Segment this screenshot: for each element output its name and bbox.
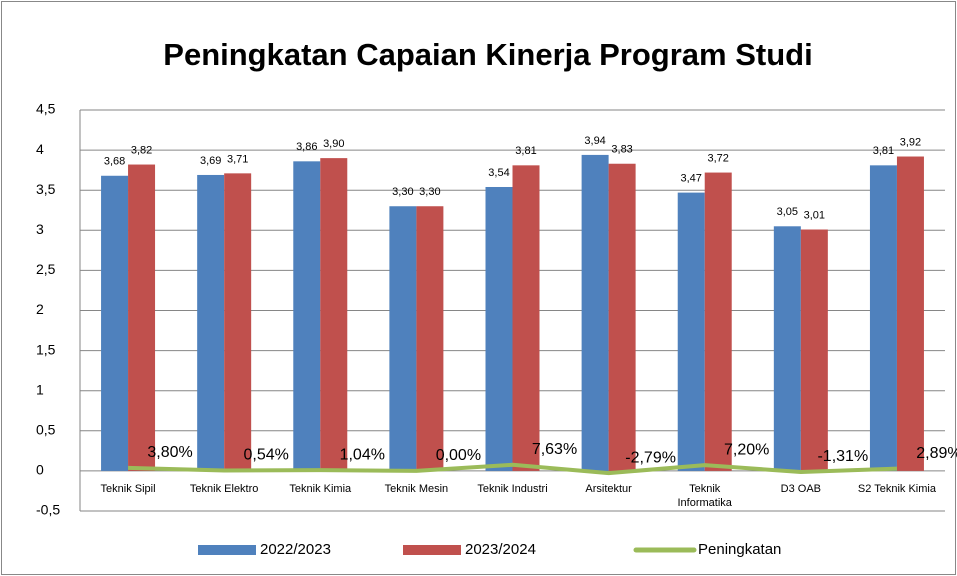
y-tick-label: 0 — [36, 462, 44, 478]
line-value-label: 1,04% — [340, 446, 385, 463]
bar-value-label: 3,47 — [681, 173, 702, 185]
bar — [608, 163, 636, 471]
x-tick-label: Teknik Informatika — [678, 483, 733, 509]
legend-label: 2023/2024 — [465, 541, 536, 558]
bar — [485, 186, 513, 471]
line — [128, 462, 898, 476]
x-tick-label: Teknik Mesin — [385, 483, 449, 495]
y-tick-label: 1,5 — [36, 341, 56, 357]
bar — [197, 174, 225, 471]
line-value-label: -1,31% — [817, 448, 868, 465]
line-value-label: 0,54% — [243, 447, 288, 464]
line-value-label: 7,63% — [532, 441, 577, 458]
bar — [677, 192, 705, 471]
bar — [389, 206, 417, 471]
x-tick-label: Arsitektur — [585, 483, 632, 495]
bar-value-label: 3,92 — [900, 136, 921, 148]
bar-value-label: 3,71 — [227, 153, 248, 165]
bar-value-label: 3,01 — [804, 209, 825, 221]
y-tick-label: 4 — [36, 141, 44, 157]
bar-value-label: 3,69 — [200, 155, 221, 167]
bar — [869, 165, 897, 471]
bar — [896, 156, 924, 471]
bar — [416, 206, 444, 471]
bar — [512, 165, 540, 471]
y-tick-label: 2 — [36, 301, 44, 317]
x-tick-label: Teknik Kimia — [289, 483, 352, 495]
line-value-label: 3,80% — [147, 444, 192, 461]
bar-value-label: 3,68 — [104, 156, 125, 168]
bar-value-label: 3,94 — [584, 135, 605, 147]
x-tick-label: Teknik Sipil — [101, 483, 156, 495]
bar-value-label: 3,90 — [323, 138, 344, 150]
y-tick-label: 2,5 — [36, 261, 56, 277]
bar — [101, 175, 129, 471]
chart-title: Peningkatan Capaian Kinerja Program Stud… — [163, 37, 812, 72]
bar — [704, 172, 732, 471]
bar-value-label: 3,05 — [777, 206, 798, 218]
bar-value-label: 3,30 — [392, 186, 413, 198]
bar-value-label: 3,30 — [419, 186, 440, 198]
bar — [773, 226, 801, 471]
x-tick-label: Teknik Elektro — [190, 483, 258, 495]
bar-value-label: 3,81 — [873, 145, 894, 157]
bar-value-label: 3,54 — [488, 167, 509, 179]
y-tick-label: 3,5 — [36, 181, 56, 197]
x-tick-label: S2 Teknik Kimia — [858, 483, 937, 495]
bar — [581, 154, 609, 471]
bar — [320, 158, 348, 471]
y-tick-label: 3 — [36, 221, 44, 237]
line-value-label: 7,20% — [724, 441, 769, 458]
x-tick-label: Teknik Industri — [477, 483, 547, 495]
bar-value-label: 3,83 — [611, 144, 632, 156]
bar-value-label: 3,82 — [131, 144, 152, 156]
line-value-label: -2,79% — [625, 449, 676, 466]
line-value-label: 0,00% — [436, 447, 481, 464]
bar — [224, 173, 252, 471]
bar-value-label: 3,86 — [296, 141, 317, 153]
x-tick-label: D3 OAB — [781, 483, 821, 495]
bar — [128, 164, 156, 471]
legend-swatch — [403, 545, 461, 555]
bar-value-label: 3,81 — [515, 145, 536, 157]
y-tick-label: -0,5 — [36, 502, 60, 518]
y-tick-label: 1 — [36, 381, 44, 397]
legend-label: Peningkatan — [698, 541, 781, 558]
y-tick-label: 0,5 — [36, 422, 56, 438]
bar — [293, 161, 321, 471]
y-tick-label: 4,5 — [36, 101, 56, 117]
bar — [800, 229, 828, 471]
bar-value-label: 3,72 — [708, 152, 729, 164]
legend-swatch — [198, 545, 256, 555]
legend-label: 2022/2023 — [260, 541, 331, 558]
line-value-label: 2,89% — [916, 445, 957, 462]
